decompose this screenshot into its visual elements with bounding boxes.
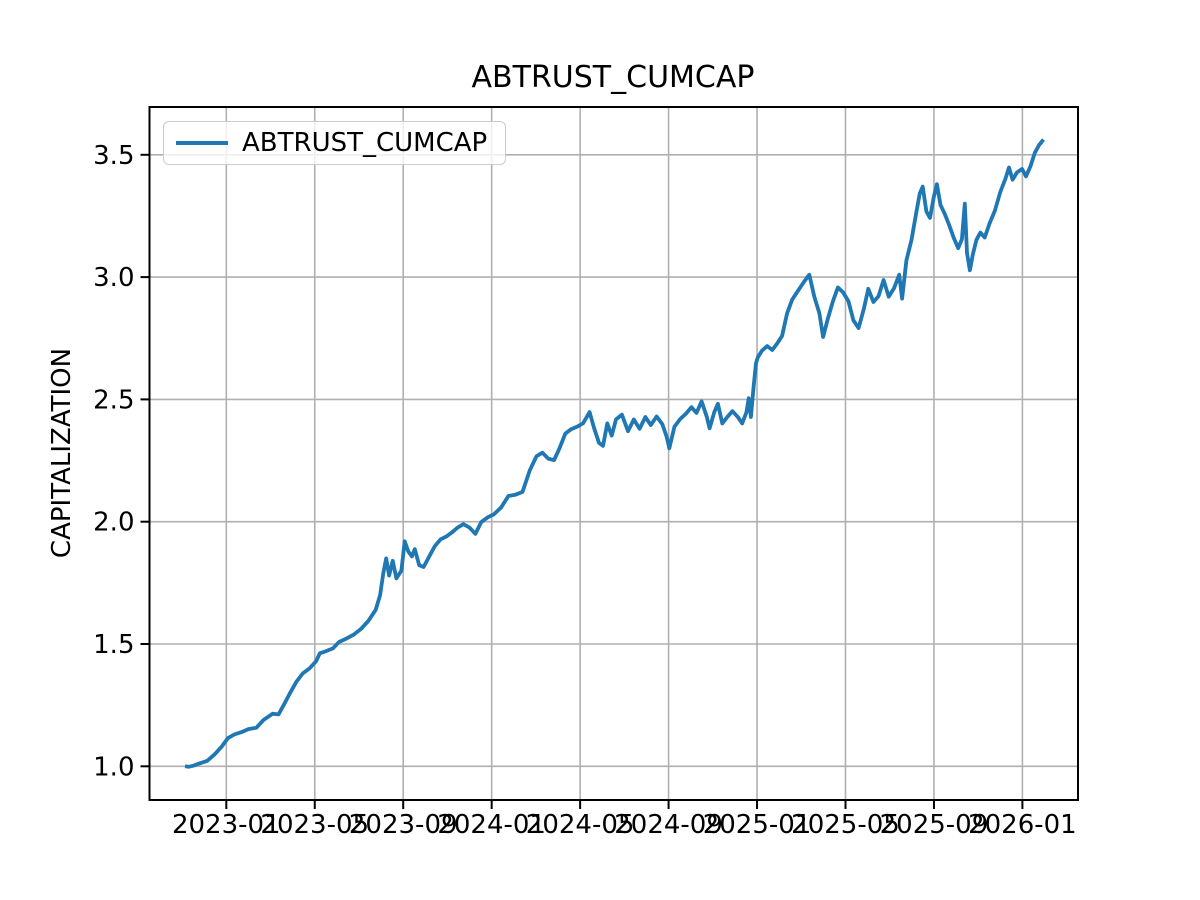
y-tick-label: 1.0 <box>93 752 134 782</box>
legend-label: ABTRUST_CUMCAP <box>242 128 488 158</box>
x-tick-label: 2023-09 <box>349 810 458 840</box>
series-line <box>184 138 1045 769</box>
x-tick-label: 2025-05 <box>791 810 900 840</box>
x-tick-label: 2024-01 <box>437 810 546 840</box>
x-tick-label: 2024-05 <box>526 810 635 840</box>
y-tick-label: 2.0 <box>93 508 134 538</box>
x-tick-label: 2025-01 <box>703 810 812 840</box>
x-tick-label: 2024-09 <box>614 810 723 840</box>
y-axis-label: CAPITALIZATION <box>47 347 77 559</box>
x-tick-label: 2023-01 <box>172 810 281 840</box>
x-tick-label: 2023-05 <box>260 810 369 840</box>
legend: ABTRUST_CUMCAP <box>163 121 507 165</box>
x-tick-label: 2025-09 <box>880 810 989 840</box>
chart-title: ABTRUST_CUMCAP <box>471 60 755 95</box>
legend-line-sample <box>176 141 228 145</box>
y-tick-label: 3.0 <box>93 263 134 293</box>
y-tick-label: 3.5 <box>93 141 134 171</box>
axes-frame <box>148 106 1079 801</box>
y-tick-label: 2.5 <box>93 385 134 415</box>
x-tick-label: 2026-01 <box>968 810 1077 840</box>
y-tick-label: 1.5 <box>93 630 134 660</box>
